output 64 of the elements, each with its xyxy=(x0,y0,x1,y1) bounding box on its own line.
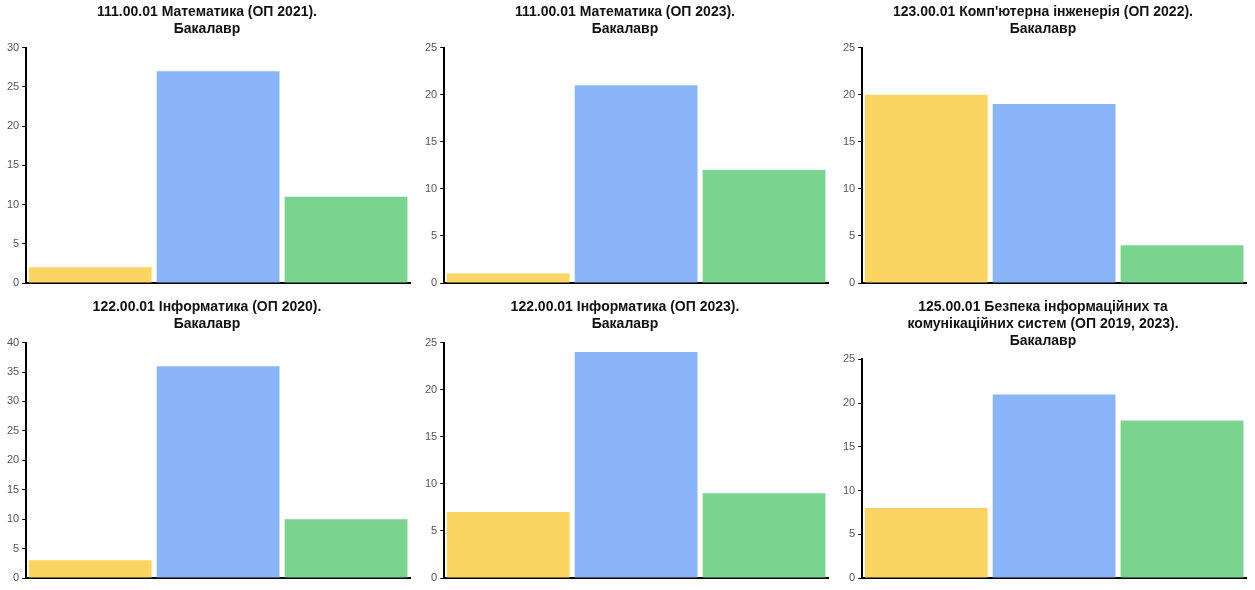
chart-title: 122.00.01 Інформатика (ОП 2023). Бакалавр xyxy=(510,298,740,332)
bar xyxy=(1120,245,1244,283)
bar xyxy=(446,273,570,283)
y-tick-label: 10 xyxy=(6,512,20,525)
chart-title: 111.00.01 Математика (ОП 2023). Бакалавр xyxy=(514,3,736,37)
y-tick-label: 25 xyxy=(424,40,438,53)
bar xyxy=(864,94,988,283)
y-tick-label: 30 xyxy=(6,394,20,407)
y-tick-label: 40 xyxy=(6,335,20,348)
bar xyxy=(864,508,988,578)
y-tick-label: 0 xyxy=(13,276,20,289)
chart-title: 111.00.01 Математика (ОП 2021). Бакалавр xyxy=(96,3,318,37)
y-tick-label: 30 xyxy=(6,40,20,53)
y-tick-label: 15 xyxy=(6,482,20,495)
y-tick-label: 10 xyxy=(6,197,20,210)
y-tick-label: 5 xyxy=(431,228,438,241)
bar xyxy=(446,512,570,578)
y-tick-label: 25 xyxy=(842,352,856,365)
bar xyxy=(284,196,408,283)
bar xyxy=(702,493,826,578)
bar xyxy=(156,71,280,283)
bar xyxy=(702,170,826,283)
y-tick-label: 20 xyxy=(424,87,438,100)
bar xyxy=(992,104,1116,283)
chart-title: 122.00.01 Інформатика (ОП 2020). Бакалавр xyxy=(92,298,322,332)
chart-title: 125.00.01 Безпека інформаційних та комунікаційних систем (ОП 2019, 2023). Бакалавр xyxy=(907,298,1179,348)
y-tick-label: 35 xyxy=(6,365,20,378)
y-tick-label: 15 xyxy=(6,158,20,171)
y-tick-label: 15 xyxy=(424,134,438,147)
bar xyxy=(156,366,280,578)
bar xyxy=(992,394,1116,578)
y-tick-label: 5 xyxy=(849,228,856,241)
y-tick-label: 20 xyxy=(842,87,856,100)
y-tick-label: 0 xyxy=(849,276,856,289)
y-tick-label: 0 xyxy=(431,276,438,289)
y-tick-label: 5 xyxy=(13,541,20,554)
y-tick-label: 20 xyxy=(424,382,438,395)
y-tick-label: 0 xyxy=(431,571,438,584)
y-tick-label: 25 xyxy=(6,423,20,436)
y-tick-label: 10 xyxy=(424,476,438,489)
y-tick-label: 5 xyxy=(849,527,856,540)
chart-title: 123.00.01 Комп'ютерна інженерія (ОП 2022). Бакалавр xyxy=(893,3,1193,37)
y-tick-label: 15 xyxy=(842,134,856,147)
bar xyxy=(1120,420,1244,578)
bar xyxy=(574,352,698,578)
y-tick-label: 10 xyxy=(842,181,856,194)
y-tick-label: 20 xyxy=(6,453,20,466)
y-tick-label: 5 xyxy=(431,523,438,536)
y-tick-label: 25 xyxy=(842,40,856,53)
y-tick-label: 10 xyxy=(424,181,438,194)
bar xyxy=(574,85,698,283)
y-tick-label: 20 xyxy=(842,396,856,409)
y-tick-label: 25 xyxy=(424,335,438,348)
y-tick-label: 25 xyxy=(6,79,20,92)
bar xyxy=(28,560,152,578)
y-tick-label: 5 xyxy=(13,236,20,249)
y-tick-label: 15 xyxy=(424,429,438,442)
y-tick-label: 15 xyxy=(842,439,856,452)
y-tick-label: 0 xyxy=(849,571,856,584)
y-tick-label: 20 xyxy=(6,119,20,132)
y-tick-label: 0 xyxy=(13,571,20,584)
y-tick-label: 10 xyxy=(842,483,856,496)
bar xyxy=(28,267,152,283)
bar xyxy=(284,519,408,578)
